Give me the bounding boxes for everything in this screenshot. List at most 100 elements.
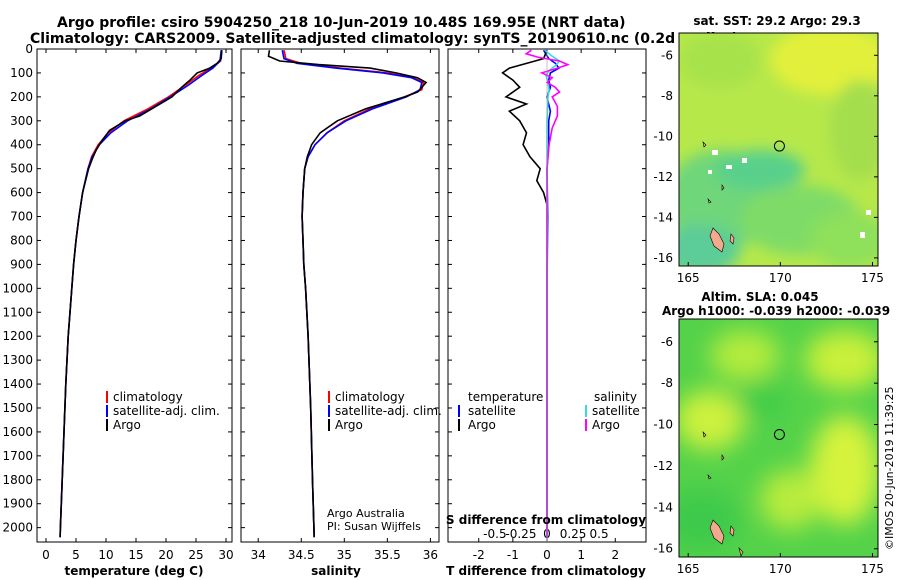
- depth-tick-label: 400: [10, 138, 33, 152]
- series-line-climatology: [59, 50, 223, 538]
- difference-lines: [501, 49, 571, 542]
- s-difference-tick-label: 0.25: [560, 527, 587, 541]
- legend-swatch-s-satellite: [585, 405, 587, 417]
- legend-swatch-satellite: [328, 405, 330, 417]
- depth-tick-label: 300: [10, 114, 33, 128]
- x-tick-label: 35: [337, 548, 352, 562]
- legend-swatch-climatology: [328, 391, 330, 403]
- sla-map-ticks: 165 170 175 -6 -8 -10 -12 -14 -16: [653, 335, 884, 576]
- depth-tick-label: 1000: [2, 281, 33, 295]
- x-tick-label: -2: [473, 548, 485, 562]
- map-y-tick-label: -10: [653, 418, 673, 432]
- series-line-temperature-argo: [501, 49, 548, 538]
- map-x-tick-label: 165: [677, 562, 700, 576]
- map-y-tick-label: -16: [653, 251, 673, 265]
- x-tick-label: 30: [218, 548, 233, 562]
- depth-tick-label: 1400: [2, 377, 33, 391]
- depth-tick-label: 1800: [2, 473, 33, 487]
- legend-swatch-t-satellite: [458, 405, 460, 417]
- sst-map-field: [679, 33, 878, 266]
- map-y-tick-label: -12: [653, 459, 673, 473]
- map-y-tick-label: -8: [661, 376, 673, 390]
- x-tick-labels: 0 5 10 15 20 25 30 34 34.5 35 35.5 36 -2 -1 0 1 2 -0.5-0.…: [42, 527, 619, 562]
- salinity-panel-frame: [240, 48, 440, 543]
- map-x-tick-label: 170: [769, 562, 792, 576]
- legend-swatch-s-argo: [585, 419, 587, 431]
- map-y-tick-label: -10: [653, 129, 673, 143]
- depth-tick-label: 1600: [2, 425, 33, 439]
- sst-map-title: sat. SST: 29.2 Argo: 29.3: [693, 14, 860, 28]
- depth-tick-label: 100: [10, 66, 33, 80]
- sst-map-frame: [678, 32, 879, 267]
- depth-tick-label: 800: [10, 233, 33, 247]
- map-x-tick-label: 175: [861, 271, 884, 285]
- sla-map-frame: [678, 318, 879, 558]
- series-line-satellite-adj-clim-: [59, 50, 222, 538]
- depth-tick-label: 0: [25, 42, 33, 56]
- x-tick-label: 36: [423, 548, 438, 562]
- legend-label-climatology: climatology: [113, 390, 183, 404]
- header-line-2: Climatology: CARS2009. Satellite-adjuste…: [30, 31, 738, 47]
- header-line-1: Argo profile: csiro 5904250_218 10-Jun-2…: [57, 15, 626, 31]
- map-y-tick-label: -12: [653, 170, 673, 184]
- sla-map-subtitle: Argo h1000: -0.039 h2000: -0.039: [662, 304, 890, 318]
- depth-tick-label: 1100: [2, 305, 33, 319]
- map-y-tick-label: -6: [661, 48, 673, 62]
- t-difference-axis-label: T difference from climatology: [446, 564, 646, 578]
- x-tick-label: 5: [72, 548, 80, 562]
- temperature-panel-frame: [36, 48, 233, 543]
- x-tick-label: 1: [577, 548, 585, 562]
- s-difference-tick-label: -0.5: [483, 527, 506, 541]
- salinity-lines: [267, 50, 428, 538]
- map-y-tick-label: -6: [661, 335, 673, 349]
- x-tick-label: -1: [507, 548, 519, 562]
- series-line-climatology: [283, 50, 425, 538]
- imos-timestamp: ©IMOS 20-Jun-2019 11:39:25: [883, 386, 896, 550]
- argo-float-marker-sst: [773, 140, 785, 152]
- depth-tick-label: 200: [10, 90, 33, 104]
- sla-map-field: [679, 319, 878, 557]
- x-tick-label: 15: [128, 548, 143, 562]
- map-y-tick-label: -14: [653, 210, 673, 224]
- legend-title-salinity: salinity: [594, 390, 637, 404]
- legend-swatch-climatology: [106, 391, 108, 403]
- sst-map-ticks: 165 170 175 -6 -8 -10 -12 -14 -16: [653, 48, 884, 285]
- axis-ticks: [37, 48, 646, 542]
- credit-argo-australia: Argo Australia: [327, 507, 405, 520]
- map-y-tick-label: -8: [661, 89, 673, 103]
- depth-tick-label: 1900: [2, 497, 33, 511]
- x-tick-label: 34: [251, 548, 266, 562]
- series-line-temperature-satellite: [542, 49, 561, 538]
- s-difference-tick-label: -0.25: [505, 527, 536, 541]
- legend-swatch-argo: [328, 419, 330, 431]
- map-x-tick-label: 175: [861, 562, 884, 576]
- legend-label-s-satellite: satellite: [592, 404, 640, 418]
- x-tick-label: 25: [188, 548, 203, 562]
- credit-pi: PI: Susan Wijffels: [327, 520, 421, 533]
- legend-swatch-t-argo: [458, 419, 460, 431]
- series-line-salinity-argo: [524, 49, 571, 538]
- x-tick-label: 2: [611, 548, 619, 562]
- depth-tick-label: 1500: [2, 401, 33, 415]
- salinity-legend: climatology satellite-adj. clim. Argo: [328, 390, 442, 432]
- legend-label-s-argo: Argo: [592, 418, 620, 432]
- legend-swatch-argo: [106, 419, 108, 431]
- legend-label-argo: Argo: [113, 418, 141, 432]
- x-tick-label: 0: [42, 548, 50, 562]
- legend-label-satellite: satellite-adj. clim.: [335, 404, 442, 418]
- temperature-lines: [59, 50, 223, 538]
- sla-map-title: Altim. SLA: 0.045: [701, 290, 818, 304]
- depth-tick-label: 500: [10, 162, 33, 176]
- series-line-satellite-adj-clim-: [281, 50, 423, 538]
- map-x-tick-label: 170: [769, 271, 792, 285]
- depth-tick-label: 600: [10, 186, 33, 200]
- legend-label-satellite: satellite-adj. clim.: [113, 404, 220, 418]
- depth-tick-label: 1200: [2, 329, 33, 343]
- map-x-tick-label: 165: [677, 271, 700, 285]
- legend-label-climatology: climatology: [335, 390, 405, 404]
- depth-tick-labels: 0 100 200 300 400 500 600 700 800 900 1000 1100 1200…: [2, 42, 33, 535]
- difference-legend: temperature satellite Argo salinity sate…: [458, 390, 640, 432]
- s-difference-axis-label: S difference from climatology: [446, 513, 646, 527]
- legend-label-argo: Argo: [335, 418, 363, 432]
